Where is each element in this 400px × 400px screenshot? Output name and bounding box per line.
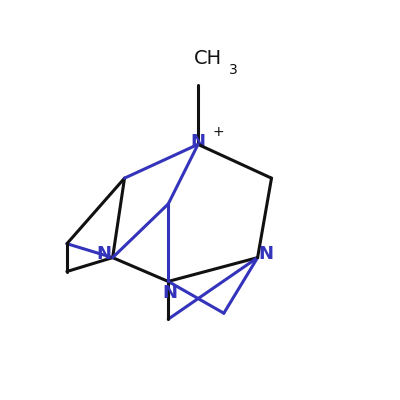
Text: N: N [96, 246, 111, 264]
Text: N: N [163, 284, 178, 302]
Text: N: N [190, 134, 206, 152]
Text: CH: CH [194, 50, 222, 68]
Text: 3: 3 [229, 63, 238, 77]
Text: +: + [213, 126, 224, 140]
Text: N: N [259, 246, 274, 264]
